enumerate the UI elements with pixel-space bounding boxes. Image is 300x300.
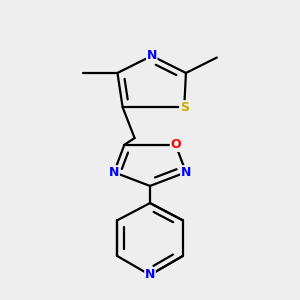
Text: N: N (145, 268, 155, 281)
Text: O: O (170, 138, 181, 152)
Text: N: N (146, 49, 157, 62)
Text: N: N (181, 166, 191, 179)
Text: S: S (180, 101, 189, 114)
Text: N: N (109, 166, 119, 179)
